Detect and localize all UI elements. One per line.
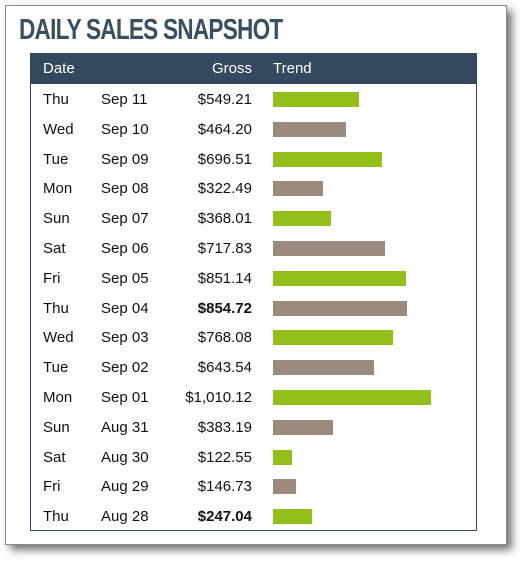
gross-cell: $549.21 [197,91,252,108]
trend-bar [273,270,406,286]
day-cell: Fri [43,478,61,496]
date-cell: Sep 03 [101,329,149,347]
gross-cell: $1,010.12 [185,388,252,406]
day-cell: Sat [43,448,66,466]
trend-bar [273,181,323,197]
sales-table: Date Gross Trend Thu Sep 11 $549.21 Wed Sep … [30,53,477,531]
day-cell: Wed [43,120,74,138]
trend-bar [273,240,385,256]
date-cell: Sep 06 [101,239,149,257]
gross-cell: $851.14 [197,269,252,287]
day-cell: Sun [43,418,70,436]
date-cell: Sep 11 [101,91,148,108]
date-cell: Sep 07 [101,210,149,228]
trend-bar [273,151,382,167]
day-cell: Thu [43,508,69,526]
day-cell: Sat [43,239,66,257]
gross-cell: $146.73 [197,478,252,496]
table-row: Sun Sep 07 $368.01 [31,203,476,233]
table-body: Thu Sep 11 $549.21 Wed Sep 10 $464.20 Tue Sep 0… [31,84,476,531]
trend-bar [273,300,407,316]
date-cell: Aug 28 [101,508,149,526]
gross-cell: $768.08 [197,329,252,347]
date-cell: Sep 02 [101,359,149,377]
day-cell: Wed [43,329,74,347]
table-row: Mon Sep 08 $322.49 [31,173,476,203]
gross-cell: $368.01 [197,210,252,228]
trend-bar [273,121,346,137]
day-cell: Thu [43,299,69,317]
trend-bar [273,211,331,227]
trend-bar [273,479,296,495]
day-cell: Thu [43,91,69,108]
trend-bar [273,419,333,435]
gross-cell: $854.72 [197,299,252,317]
date-cell: Aug 31 [101,418,149,436]
date-cell: Aug 30 [101,448,149,466]
trend-bar [273,449,292,465]
table-row: Tue Sep 02 $643.54 [31,352,476,382]
gross-cell: $247.04 [197,508,252,526]
table-row: Tue Sep 09 $696.51 [31,144,476,174]
date-cell: Sep 04 [101,299,149,317]
gross-column-header: Gross [211,60,252,77]
table-header: Date Gross Trend [31,54,476,84]
table-row: Thu Aug 28 $247.04 [31,501,476,531]
table-row: Fri Sep 05 $851.14 [31,263,476,293]
date-cell: Sep 09 [101,150,149,168]
table-row: Fri Aug 29 $146.73 [31,471,476,501]
gross-cell: $122.55 [197,448,252,466]
day-cell: Sun [43,210,70,228]
day-cell: Tue [43,359,69,377]
trend-bar [273,330,393,346]
trend-bar [273,509,312,525]
trend-column-header: Trend [273,60,312,77]
sales-snapshot-panel: DAILY SALES SNAPSHOT Date Gross Trend Th… [5,5,507,545]
table-row: Thu Sep 11 $549.21 [31,84,476,114]
day-cell: Fri [43,269,61,287]
trend-bar [273,92,359,107]
table-row: Thu Sep 04 $854.72 [31,293,476,323]
trend-bar [273,360,374,376]
gross-cell: $383.19 [197,418,252,436]
table-row: Wed Sep 03 $768.08 [31,322,476,352]
date-column-header: Date [43,60,75,77]
table-row: Sat Aug 30 $122.55 [31,442,476,472]
table-row: Sat Sep 06 $717.83 [31,233,476,263]
gross-cell: $696.51 [197,150,252,168]
date-cell: Sep 08 [101,180,149,198]
date-cell: Sep 01 [101,388,149,406]
date-cell: Sep 10 [101,120,149,138]
table-row: Wed Sep 10 $464.20 [31,114,476,144]
day-cell: Mon [43,388,73,406]
gross-cell: $464.20 [197,120,252,138]
trend-bar [273,389,431,405]
day-cell: Tue [43,150,69,168]
date-cell: Aug 29 [101,478,149,496]
gross-cell: $322.49 [197,180,252,198]
page-title: DAILY SALES SNAPSHOT [19,14,283,46]
gross-cell: $643.54 [197,359,252,377]
table-row: Mon Sep 01 $1,010.12 [31,382,476,412]
date-cell: Sep 05 [101,269,149,287]
table-row: Sun Aug 31 $383.19 [31,412,476,442]
gross-cell: $717.83 [197,239,252,257]
day-cell: Mon [43,180,73,198]
